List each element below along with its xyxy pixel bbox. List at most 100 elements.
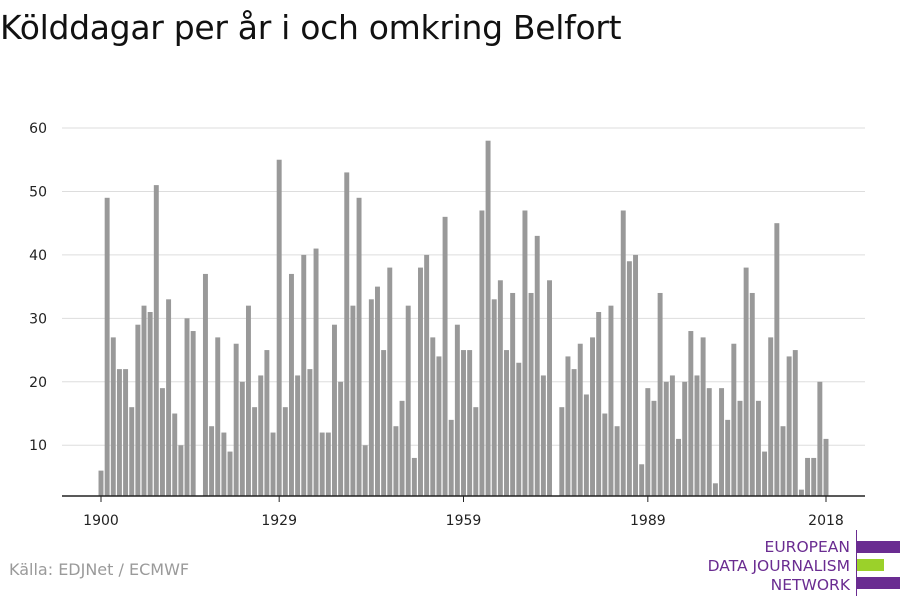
bar-1927[interactable] [264, 350, 270, 496]
bar-1971[interactable] [534, 235, 540, 497]
bar-1932[interactable] [295, 375, 301, 496]
bar-1983[interactable] [608, 305, 614, 496]
bar-1947[interactable] [387, 267, 393, 496]
bar-1902[interactable] [110, 337, 116, 496]
bar-1967[interactable] [510, 292, 516, 496]
bar-1978[interactable] [577, 343, 583, 496]
bar-1982[interactable] [602, 413, 608, 496]
edjnet-logo[interactable]: EUROPEAN DATA JOURNALISM NETWORK [700, 530, 900, 596]
bar-2007[interactable] [755, 400, 761, 496]
bar-1937[interactable] [325, 432, 331, 496]
bar-2002[interactable] [725, 419, 731, 496]
bar-1933[interactable] [301, 254, 307, 496]
bar-1988[interactable] [639, 464, 645, 496]
bar-1992[interactable] [663, 381, 669, 496]
bar-1909[interactable] [153, 185, 159, 496]
bar-1921[interactable] [227, 451, 233, 496]
bar-1948[interactable] [393, 426, 399, 496]
bar-1931[interactable] [288, 273, 294, 496]
bar-1906[interactable] [135, 324, 141, 496]
bar-1968[interactable] [516, 362, 522, 496]
bar-1953[interactable] [424, 254, 430, 496]
bar-1922[interactable] [233, 343, 239, 496]
bar-1913[interactable] [178, 445, 184, 496]
bar-1989[interactable] [645, 388, 651, 496]
bar-1917[interactable] [202, 273, 208, 496]
bar-1986[interactable] [626, 261, 632, 496]
bar-1934[interactable] [307, 369, 313, 496]
bar-1977[interactable] [571, 369, 577, 496]
bar-1973[interactable] [547, 280, 552, 496]
bar-1903[interactable] [116, 369, 122, 496]
bar-1950[interactable] [405, 305, 411, 496]
bar-2011[interactable] [780, 426, 786, 496]
bar-1965[interactable] [497, 280, 503, 496]
bar-1958[interactable] [454, 324, 460, 496]
bar-1901[interactable] [104, 197, 110, 496]
bar-1925[interactable] [252, 407, 258, 496]
bar-1975[interactable] [559, 407, 565, 496]
bar-1907[interactable] [141, 305, 147, 496]
bar-1920[interactable] [221, 432, 227, 496]
bar-2001[interactable] [719, 388, 725, 496]
bar-2005[interactable] [743, 267, 749, 496]
bar-1955[interactable] [436, 356, 442, 496]
bar-2016[interactable] [811, 457, 817, 496]
bar-1914[interactable] [184, 318, 190, 496]
bar-1935[interactable] [313, 248, 319, 496]
bar-1998[interactable] [700, 337, 706, 496]
bar-2015[interactable] [805, 457, 811, 496]
bar-2012[interactable] [786, 356, 792, 496]
bar-1905[interactable] [129, 407, 135, 496]
bar-1999[interactable] [706, 388, 712, 496]
bar-1940[interactable] [344, 172, 350, 496]
bar-1939[interactable] [338, 381, 344, 496]
bar-1979[interactable] [583, 394, 589, 496]
bar-2008[interactable] [762, 451, 768, 496]
bar-1961[interactable] [473, 407, 479, 496]
bar-1959[interactable] [461, 350, 466, 496]
bar-1918[interactable] [209, 426, 215, 496]
bar-1923[interactable] [239, 381, 245, 496]
bar-1942[interactable] [356, 197, 362, 496]
bar-1936[interactable] [319, 432, 325, 496]
bar-2018[interactable] [823, 438, 829, 496]
bar-1985[interactable] [620, 210, 626, 497]
bar-1991[interactable] [657, 292, 663, 496]
bar-1930[interactable] [282, 407, 288, 496]
bar-1987[interactable] [633, 254, 639, 496]
bar-2006[interactable] [749, 292, 755, 496]
bar-1996[interactable] [688, 331, 694, 496]
bar-1900[interactable] [98, 470, 104, 496]
bar-1957[interactable] [448, 419, 454, 496]
bar-1919[interactable] [215, 337, 221, 496]
bar-1981[interactable] [596, 312, 602, 496]
bar-1951[interactable] [411, 457, 417, 496]
bar-1969[interactable] [522, 210, 528, 497]
bar-1929[interactable] [276, 159, 282, 496]
bar-2003[interactable] [731, 343, 737, 496]
bar-1960[interactable] [467, 350, 473, 496]
bar-1928[interactable] [270, 432, 276, 496]
bar-1990[interactable] [651, 400, 657, 496]
bar-1911[interactable] [166, 299, 172, 496]
bar-1945[interactable] [375, 286, 380, 496]
bar-1952[interactable] [418, 267, 423, 496]
bar-2004[interactable] [737, 400, 743, 496]
bar-1993[interactable] [669, 375, 675, 496]
bar-1976[interactable] [565, 356, 571, 496]
bar-1946[interactable] [381, 350, 387, 496]
bar-1963[interactable] [485, 140, 491, 496]
bar-1941[interactable] [350, 305, 356, 496]
bar-1995[interactable] [682, 381, 688, 496]
bar-1980[interactable] [590, 337, 595, 496]
bar-1944[interactable] [368, 299, 374, 496]
bar-2009[interactable] [768, 337, 774, 496]
bar-1908[interactable] [147, 312, 153, 496]
bar-1994[interactable] [676, 438, 682, 496]
bar-2014[interactable] [798, 489, 804, 496]
bar-1964[interactable] [491, 299, 497, 496]
bar-1926[interactable] [258, 375, 264, 496]
bar-1904[interactable] [123, 369, 129, 496]
bar-1915[interactable] [190, 331, 196, 496]
